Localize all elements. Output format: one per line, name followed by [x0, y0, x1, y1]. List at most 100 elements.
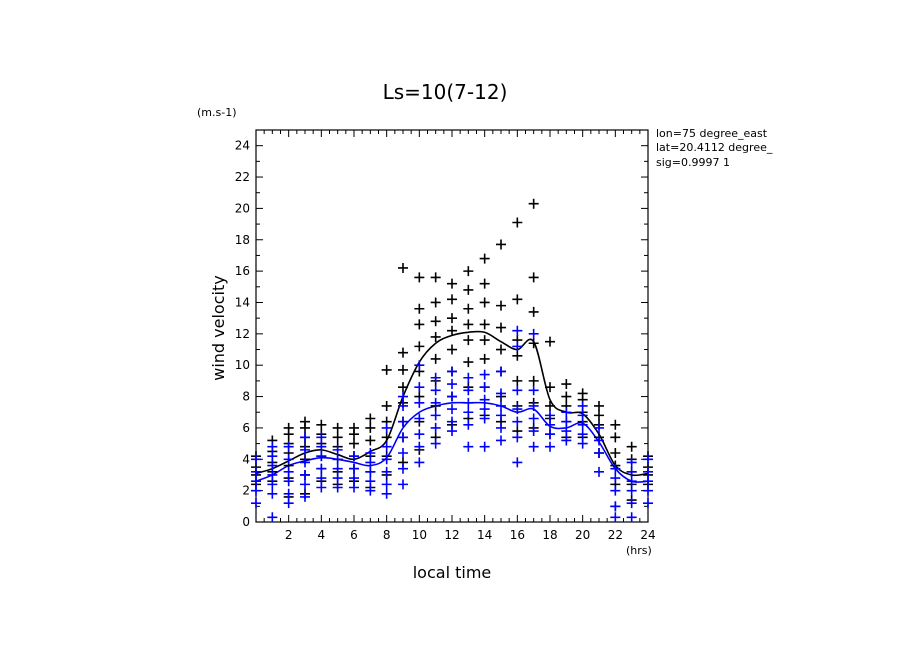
data-point-black — [447, 278, 457, 289]
y-tick-label: 20 — [235, 201, 250, 215]
data-point-black — [512, 375, 523, 386]
data-point-blue — [381, 422, 392, 433]
data-point-black — [463, 319, 474, 330]
x-tick-label: 2 — [285, 528, 293, 542]
data-point-blue — [447, 416, 457, 427]
data-point-blue — [577, 400, 588, 411]
data-point-black — [381, 432, 392, 443]
data-point-black — [496, 300, 506, 311]
data-point-blue — [594, 448, 604, 459]
data-point-blue — [463, 385, 474, 396]
data-point-blue — [430, 397, 441, 408]
y-tick-label: 16 — [235, 264, 250, 278]
data-point-blue — [414, 397, 425, 408]
data-point-black — [479, 278, 490, 289]
data-point-blue — [512, 341, 523, 352]
data-point-blue — [267, 512, 278, 523]
data-point-black — [610, 448, 621, 459]
data-point-black — [381, 400, 392, 411]
data-point-blue — [577, 429, 588, 440]
data-point-blue — [528, 385, 539, 396]
data-point-black — [447, 313, 457, 324]
x-tick-label: 12 — [444, 528, 459, 542]
data-point-black — [283, 422, 294, 433]
data-point-blue — [479, 382, 490, 393]
data-point-blue — [561, 435, 572, 446]
data-point-blue — [643, 485, 653, 496]
data-point-blue — [528, 426, 539, 437]
data-point-black — [447, 325, 457, 336]
data-point-blue — [463, 372, 474, 383]
data-point-black — [561, 379, 572, 390]
data-point-blue — [496, 422, 506, 433]
data-point-blue — [430, 385, 441, 396]
data-point-blue — [398, 400, 408, 411]
data-point-black — [545, 336, 555, 347]
data-point-blue — [626, 512, 637, 523]
data-point-blue — [349, 463, 359, 474]
data-point-blue — [300, 469, 310, 480]
data-point-black — [381, 364, 392, 375]
data-point-black — [496, 239, 506, 250]
annotation-lat: lat=20.4112 degree_ — [656, 141, 773, 154]
data-point-blue — [316, 451, 327, 462]
data-point-blue — [251, 476, 261, 487]
data-point-blue — [496, 435, 506, 446]
y-tick-label: 14 — [235, 295, 250, 309]
y-tick-label: 8 — [242, 390, 250, 404]
data-point-black — [300, 416, 310, 427]
data-point-black — [594, 410, 604, 421]
data-point-black — [479, 297, 490, 308]
data-point-blue — [577, 419, 588, 430]
data-point-blue — [496, 366, 506, 377]
data-point-black — [316, 419, 327, 430]
annotation-lon: lon=75 degree_east — [656, 127, 768, 140]
data-point-blue — [283, 488, 294, 499]
data-point-blue — [577, 410, 588, 421]
data-point-blue — [300, 491, 310, 502]
data-point-black — [447, 294, 457, 305]
data-point-blue — [381, 479, 392, 490]
data-point-blue — [479, 413, 490, 424]
data-point-blue — [447, 379, 457, 390]
data-point-black — [496, 344, 506, 355]
data-point-black — [610, 432, 621, 443]
data-point-blue — [349, 473, 359, 484]
data-point-blue — [398, 416, 408, 427]
data-point-blue — [267, 460, 278, 471]
annotation-sig: sig=0.9997 1 — [656, 156, 730, 169]
data-point-blue — [251, 485, 261, 496]
data-point-blue — [561, 426, 572, 437]
data-point-blue — [447, 426, 457, 437]
data-point-blue — [512, 432, 523, 443]
data-point-black — [430, 353, 441, 364]
data-point-blue — [561, 416, 572, 427]
data-point-blue — [381, 454, 392, 465]
y-tick-label: 18 — [235, 233, 250, 247]
data-point-black — [512, 217, 523, 228]
y-tick-label: 6 — [242, 421, 250, 435]
data-point-black — [447, 344, 457, 355]
data-point-blue — [365, 466, 376, 477]
data-point-black — [479, 319, 490, 330]
data-point-blue — [463, 397, 474, 408]
data-point-blue — [349, 482, 359, 493]
data-points — [251, 198, 653, 523]
data-point-blue — [643, 476, 653, 487]
data-point-blue — [267, 451, 278, 462]
data-point-blue — [316, 432, 327, 443]
data-point-blue — [283, 476, 294, 487]
data-point-blue — [463, 441, 474, 452]
y-tick-label: 4 — [242, 452, 250, 466]
data-point-blue — [496, 410, 506, 421]
data-point-black — [610, 419, 621, 430]
data-point-black — [332, 422, 343, 433]
data-point-blue — [300, 432, 310, 443]
y-tick-label: 2 — [242, 484, 250, 498]
data-point-black — [414, 272, 425, 283]
data-point-blue — [365, 476, 376, 487]
y-tick-label: 22 — [235, 170, 250, 184]
data-point-blue — [643, 454, 653, 465]
y-tick-label: 12 — [235, 327, 250, 341]
data-point-black — [479, 253, 490, 264]
